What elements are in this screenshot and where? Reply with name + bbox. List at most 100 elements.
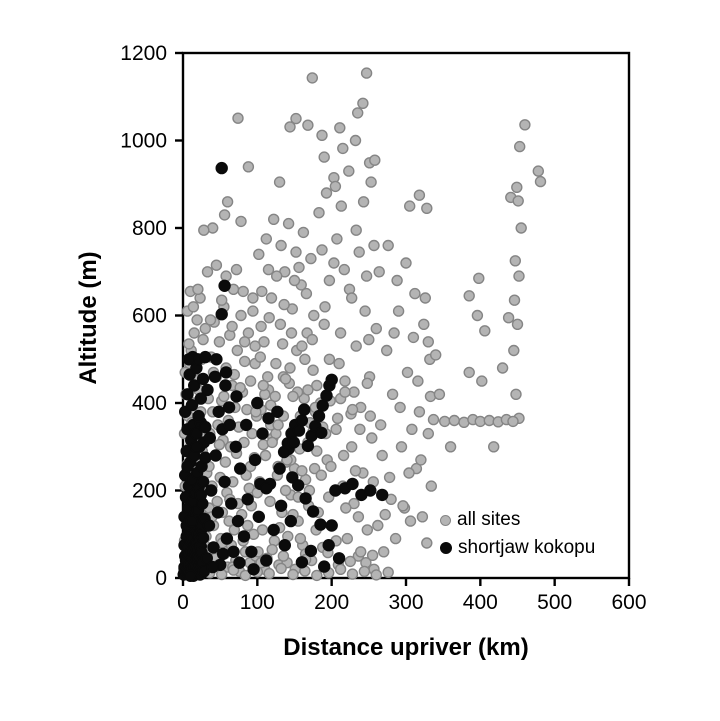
data-point bbox=[218, 209, 231, 221]
data-point bbox=[287, 390, 299, 403]
data-point bbox=[334, 563, 347, 575]
data-point bbox=[421, 537, 433, 549]
data-point bbox=[383, 471, 396, 484]
data-point bbox=[532, 165, 544, 177]
data-point bbox=[182, 353, 196, 366]
data-point bbox=[237, 285, 249, 298]
data-point bbox=[271, 270, 283, 282]
data-point bbox=[311, 569, 323, 582]
data-point bbox=[274, 318, 287, 330]
y-tick-label: 200 bbox=[132, 480, 167, 503]
data-point bbox=[479, 325, 491, 337]
data-point bbox=[300, 287, 313, 300]
data-point bbox=[260, 233, 272, 245]
data-point bbox=[339, 375, 351, 387]
data-point bbox=[463, 366, 475, 379]
data-point bbox=[302, 119, 314, 131]
data-point bbox=[444, 441, 457, 453]
data-point bbox=[210, 259, 223, 271]
data-point bbox=[267, 523, 280, 537]
data-point bbox=[312, 409, 326, 423]
data-point bbox=[275, 239, 287, 252]
data-point bbox=[279, 373, 292, 385]
data-point bbox=[219, 366, 233, 379]
legend: all sites shortjaw kokopu bbox=[440, 506, 595, 562]
data-point bbox=[199, 451, 212, 464]
data-point bbox=[328, 257, 340, 269]
data-point bbox=[304, 544, 318, 558]
data-point bbox=[200, 552, 214, 565]
data-point bbox=[511, 318, 524, 330]
data-point bbox=[264, 495, 276, 508]
data-point bbox=[299, 353, 311, 365]
data-point bbox=[392, 305, 405, 317]
data-point bbox=[365, 176, 377, 188]
data-point bbox=[284, 514, 297, 528]
data-point bbox=[320, 389, 333, 402]
data-point bbox=[203, 431, 217, 445]
data-point bbox=[343, 165, 355, 177]
data-point bbox=[242, 161, 255, 173]
data-point bbox=[510, 388, 522, 400]
data-point bbox=[337, 142, 349, 155]
data-point bbox=[247, 563, 260, 576]
data-point bbox=[350, 340, 362, 352]
data-point bbox=[273, 176, 286, 188]
data-point bbox=[209, 449, 222, 462]
legend-item-shortjaw-kokopu: shortjaw kokopu bbox=[440, 534, 595, 562]
data-point bbox=[226, 320, 238, 333]
data-point bbox=[299, 492, 312, 505]
data-point bbox=[231, 514, 245, 528]
data-point bbox=[271, 405, 284, 418]
data-point bbox=[308, 462, 321, 475]
data-point bbox=[295, 556, 309, 569]
data-point bbox=[418, 318, 430, 330]
data-point bbox=[319, 301, 331, 313]
data-point bbox=[508, 294, 521, 306]
data-point bbox=[378, 546, 390, 558]
data-point bbox=[511, 181, 523, 194]
data-point bbox=[208, 370, 222, 383]
data-point bbox=[244, 375, 257, 387]
data-point bbox=[308, 309, 320, 322]
data-point bbox=[394, 401, 406, 414]
data-point bbox=[192, 409, 205, 423]
data-point bbox=[211, 495, 223, 508]
data-point bbox=[218, 390, 230, 403]
data-point bbox=[361, 377, 373, 389]
data-point bbox=[316, 129, 328, 142]
data-point bbox=[376, 449, 388, 462]
data-point bbox=[284, 362, 296, 374]
data-point bbox=[388, 327, 400, 339]
x-tick-label: 300 bbox=[388, 591, 423, 614]
data-point bbox=[256, 427, 269, 440]
data-point bbox=[196, 531, 210, 544]
data-point bbox=[346, 403, 359, 416]
data-point bbox=[318, 318, 330, 330]
legend-label-all-sites: all sites bbox=[457, 509, 521, 530]
data-point bbox=[260, 554, 273, 567]
data-point bbox=[219, 379, 232, 392]
data-point bbox=[218, 475, 231, 488]
data-point bbox=[181, 460, 194, 473]
data-point bbox=[212, 405, 225, 418]
data-point bbox=[197, 333, 209, 346]
data-point bbox=[213, 438, 226, 451]
data-point bbox=[370, 569, 382, 581]
data-point bbox=[473, 272, 485, 284]
data-point bbox=[360, 67, 373, 79]
data-point bbox=[191, 314, 203, 326]
data-point bbox=[225, 497, 238, 510]
data-point bbox=[422, 427, 434, 440]
y-tick-label: 400 bbox=[132, 392, 167, 415]
legend-label-shortjaw-kokopu: shortjaw kokopu bbox=[458, 537, 596, 558]
data-point bbox=[513, 270, 525, 282]
data-point bbox=[306, 333, 318, 346]
data-point bbox=[219, 456, 232, 468]
data-point bbox=[355, 546, 367, 558]
data-point bbox=[350, 224, 362, 236]
data-point bbox=[369, 154, 381, 166]
data-point bbox=[314, 518, 327, 531]
data-point bbox=[382, 566, 394, 578]
